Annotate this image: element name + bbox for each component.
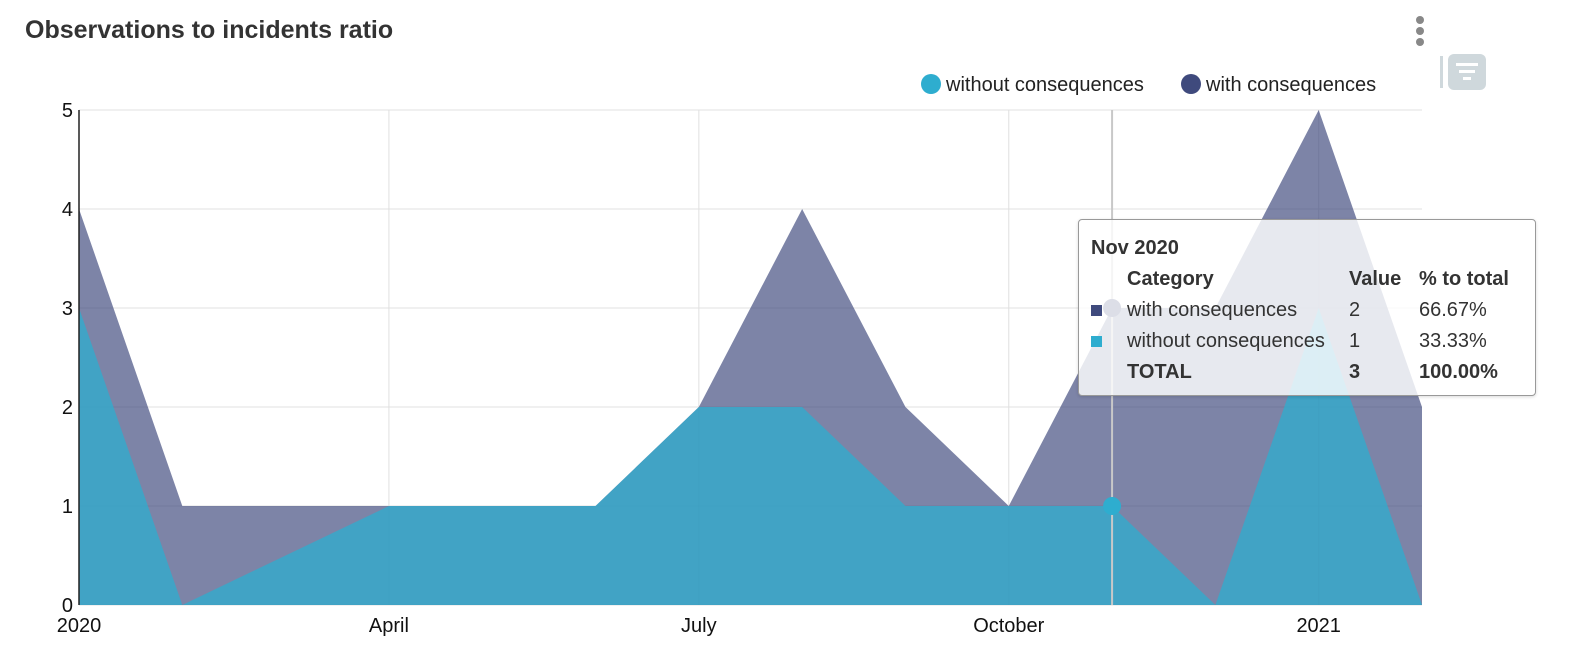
tooltip-value: 1 — [1349, 330, 1361, 352]
x-tick-label: 2020 — [57, 615, 102, 637]
y-tick-label: 4 — [62, 199, 73, 221]
tooltip-swatch-without-consequences — [1091, 336, 1102, 347]
series-areas — [79, 110, 1422, 605]
tooltip-date: Nov 2020 — [1091, 237, 1179, 259]
legend-marker-with-consequences — [1181, 74, 1201, 94]
y-tick-label: 2 — [62, 397, 73, 419]
tooltip-total-label: TOTAL — [1127, 361, 1192, 383]
y-tick-label: 3 — [62, 298, 73, 320]
tooltip-category: without consequences — [1127, 330, 1325, 352]
x-tick-label: April — [369, 615, 409, 637]
axes: 0 1 2 3 4 5 2020 April July October 2021 — [57, 100, 1341, 637]
tooltip-value: 2 — [1349, 299, 1361, 321]
legend-label: without consequences — [945, 74, 1144, 96]
tooltip-header-value: Value — [1349, 268, 1402, 290]
tooltip-swatch-with-consequences — [1091, 305, 1102, 316]
legend-label: with consequences — [1205, 74, 1376, 96]
marker-without-consequences — [1103, 497, 1122, 515]
area-without-consequences — [79, 308, 1422, 605]
legend-marker-without-consequences — [921, 74, 941, 94]
tooltip-header-row: Category Value % to total — [1087, 264, 1513, 295]
x-tick-label: 2021 — [1296, 615, 1341, 637]
tooltip-header-category: Category — [1127, 268, 1214, 290]
tooltip-row: without consequences 1 33.33% — [1087, 326, 1513, 357]
tooltip-total-percent: 100.00% — [1419, 361, 1498, 383]
tooltip-header-percent: % to total — [1419, 268, 1509, 290]
legend[interactable]: without consequences with consequences — [921, 74, 1376, 96]
tooltip-category: with consequences — [1127, 299, 1298, 321]
tooltip-row: with consequences 2 66.67% — [1087, 295, 1513, 326]
tooltip-total-row: TOTAL 3 100.00% — [1087, 357, 1513, 388]
tooltip-total-value: 3 — [1349, 361, 1361, 383]
tooltip-percent: 33.33% — [1419, 330, 1487, 352]
legend-item-with-consequences[interactable]: with consequences — [1181, 74, 1376, 96]
y-tick-label: 5 — [62, 100, 73, 122]
x-tick-label: July — [681, 615, 717, 637]
vertical-ellipsis-icon[interactable] — [1410, 14, 1430, 48]
chart-title: Observations to incidents ratio — [25, 16, 394, 44]
y-tick-label: 1 — [62, 496, 73, 518]
y-tick-label: 0 — [62, 595, 73, 617]
legend-item-without-consequences[interactable]: without consequences — [921, 74, 1144, 96]
tooltip-percent: 66.67% — [1419, 299, 1487, 321]
tooltip: Nov 2020 Category Value % to total with … — [1078, 219, 1536, 396]
area-with-consequences — [79, 110, 1422, 605]
x-tick-label: October — [973, 615, 1044, 637]
tooltip-table: Category Value % to total with consequen… — [1087, 264, 1513, 388]
filter-icon[interactable] — [1440, 52, 1490, 92]
